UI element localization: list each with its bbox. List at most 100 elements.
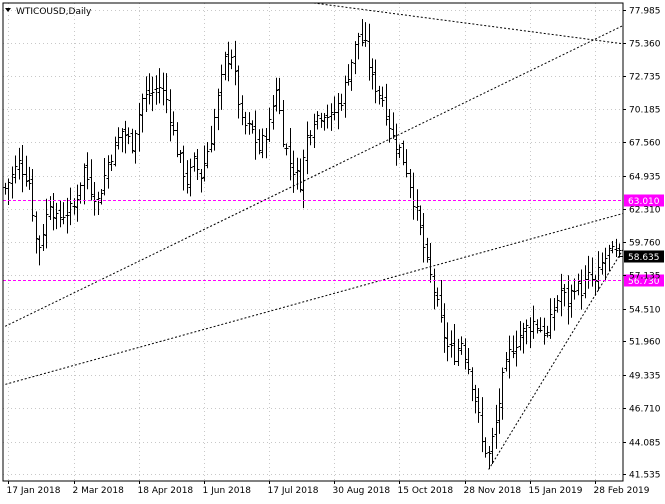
ohlc-bar (58, 200, 63, 228)
ohlc-bar (504, 352, 509, 372)
ohlc-bar (494, 404, 499, 449)
ohlc-bar (181, 145, 186, 191)
x-tick-label: 28 Feb 2019 (594, 486, 650, 496)
ohlc-bar (329, 103, 334, 131)
ohlc-bar (41, 223, 46, 251)
current-price-bg (624, 250, 664, 263)
ohlc-bar (411, 172, 416, 220)
ohlc-bar (219, 64, 224, 110)
ohlc-bar (610, 240, 615, 254)
ohlc-bar (144, 76, 149, 112)
ohlc-bar (566, 275, 571, 325)
ohlc-bar (545, 325, 550, 338)
ohlc-bar (449, 330, 454, 358)
ohlc-bar (463, 338, 468, 370)
triangle-down-icon[interactable] (5, 8, 11, 12)
y-tick-label: 49.335 (629, 372, 661, 382)
ohlc-bar (531, 305, 536, 339)
ohlc-bar (236, 65, 241, 119)
ohlc-bar (456, 338, 461, 366)
ohlc-bar (212, 108, 217, 151)
y-tick-label: 64.935 (629, 173, 661, 183)
y-tick-label: 46.710 (629, 405, 661, 415)
top-falling-trendline[interactable] (313, 3, 633, 45)
ohlc-bar (295, 157, 300, 190)
ohlc-bar (339, 93, 344, 111)
ohlc-bar (68, 187, 73, 226)
ohlc-bar (164, 73, 169, 114)
lower-long-trendline[interactable] (2, 211, 633, 386)
ohlc-bar (192, 152, 197, 172)
ohlc-bar (154, 75, 159, 105)
ohlc-bar (250, 120, 255, 134)
ohlc-bar (226, 41, 231, 82)
ohlc-bar (535, 319, 540, 334)
ohlc-bar (511, 335, 516, 359)
ohlc-bar (171, 111, 176, 136)
ohlc-bar (257, 129, 262, 155)
ohlc-bar (391, 112, 396, 139)
ohlc-bar (586, 255, 591, 289)
ohlc-bar (363, 22, 368, 47)
ohlc-bar (54, 202, 59, 230)
ohlc-bar (44, 198, 49, 249)
ohlc-bar (116, 127, 121, 150)
ohlc-bar (373, 59, 378, 104)
ohlc-bar (614, 238, 619, 258)
ohlc-bar (562, 284, 567, 307)
ohlc-bar (325, 104, 330, 129)
ohlc-bar (27, 166, 32, 190)
ohlc-bar (99, 188, 104, 205)
ohlc-bar (188, 158, 193, 197)
ohlc-bar (20, 145, 25, 193)
ohlc-bar (37, 235, 42, 266)
x-tick-label: 17 Jan 2018 (7, 486, 61, 496)
ohlc-bar (312, 113, 317, 148)
ohlc-bar (109, 154, 114, 171)
y-tick-label: 77.985 (629, 7, 661, 17)
ohlc-bar (305, 121, 310, 175)
ohlc-bar (271, 94, 276, 130)
level-label-bg (624, 194, 664, 207)
ohlc-bar (157, 68, 162, 104)
ohlc-bar (603, 247, 608, 282)
current-price-label: 58.635 (628, 253, 660, 263)
ohlc-bar (432, 268, 437, 310)
ohlc-bar (291, 150, 296, 193)
ohlc-bar (439, 279, 444, 323)
ohlc-bar (538, 317, 543, 333)
ohlc-bar (178, 150, 183, 164)
ohlc-bar (247, 112, 252, 135)
ohlc-bar (394, 123, 399, 166)
ohlc-bar (322, 113, 327, 131)
ohlc-bar (459, 336, 464, 355)
ohlc-bar (518, 321, 523, 351)
ohlc-bar (284, 143, 289, 156)
ohlc-bar (150, 76, 155, 112)
ohlc-bar (497, 388, 502, 434)
trendlines[interactable] (2, 3, 633, 470)
ohlc-bar (298, 158, 303, 193)
x-tick-label: 15 Oct 2018 (398, 486, 454, 496)
ohlc-bar (277, 77, 282, 115)
ohlc-bar (377, 85, 382, 105)
ohlc-bar (552, 298, 557, 331)
upper-long-trendline[interactable] (2, 21, 633, 328)
ohlc-bar (24, 155, 29, 187)
ohlc-bar (65, 197, 70, 234)
ohlc-bar (106, 155, 111, 189)
x-tick-label: 18 Apr 2018 (138, 486, 194, 496)
ohlc-bar (500, 367, 505, 420)
horizontal-levels[interactable]: 63.010 56.730 58.635 (3, 194, 664, 288)
ohlc-bar (130, 128, 135, 154)
y-tick-label: 70.185 (629, 106, 661, 116)
ohlc-bar (617, 243, 622, 258)
ohlc-bar (415, 189, 420, 221)
axes: 77.985 75.360 72.735 70.185 67.560 64.935 62.3… (2, 2, 661, 496)
x-tick-label: 2 Mar 2018 (73, 486, 125, 496)
y-tick-label: 57.135 (629, 272, 661, 282)
ohlc-bar (559, 273, 564, 317)
